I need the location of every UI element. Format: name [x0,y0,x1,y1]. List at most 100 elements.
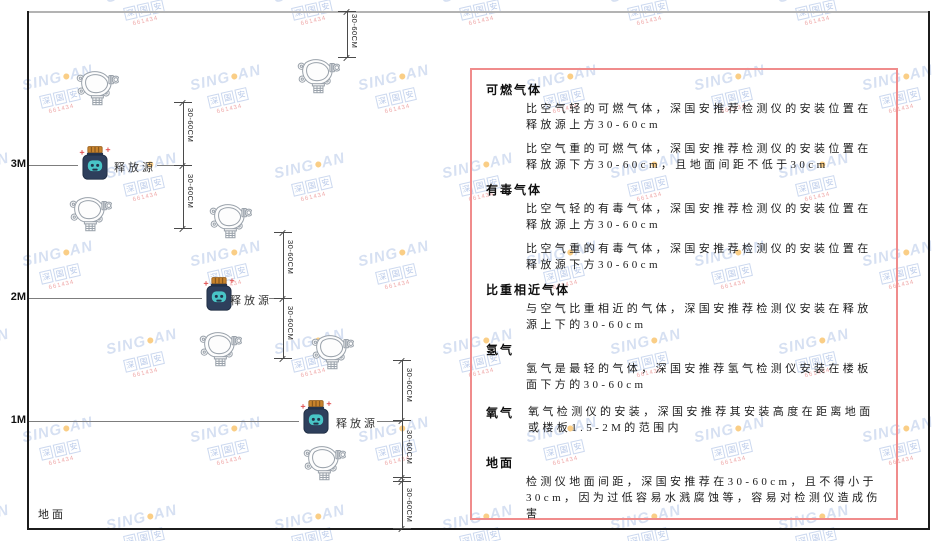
gas-detector-icon [206,200,253,239]
dim-label-30-60cm: 30-60CM [350,14,359,49]
section-combustible-gas: 可燃气体 比空气轻的可燃气体，深国安推荐检测仪的安装位置在释放源上方30-60c… [486,81,882,173]
dim-label-30-60cm: 30-60CM [405,368,414,403]
brand-dot-icon [902,424,910,432]
section-ground: 地面 检测仪地面间距，深国安推荐在30-60cm，且不得小于30cm，因为过低容… [486,454,882,522]
section-heading: 可燃气体 [486,83,543,97]
dim-label-30-60cm: 30-60CM [186,174,195,209]
section-heading: 地面 [486,456,515,470]
gas-detector-icon [66,193,113,232]
height-label-1m: 1M [10,414,26,426]
section-oxygen: 氧气 氧气检测仪的安装，深国安推荐其安装高度在距离地面或楼板1.5-2M的范围内 [486,401,882,444]
dim-tick [338,57,356,58]
brand-dot-icon [230,72,238,80]
section-heading: 比重相近气体 [486,283,571,297]
dim-tick [174,228,192,229]
level-line-3m-connector [157,165,184,166]
section-paragraph: 比空气轻的有毒气体，深国安推荐检测仪的安装位置在释放源上方30-60cm [526,203,872,231]
dim-line-1m [402,360,403,528]
gas-detector-icon [196,328,243,367]
gas-detector-icon [294,55,341,94]
release-source-icon [78,145,112,183]
guideline-panel: 可燃气体 比空气轻的可燃气体，深国安推荐检测仪的安装位置在释放源上方30-60c… [470,68,898,520]
brand-dot-icon [62,248,70,256]
brand-dot-icon [62,72,70,80]
dim-tick [393,481,411,482]
section-heading: 有毒气体 [486,183,543,197]
gas-detector-icon [300,442,347,481]
brand-dot-icon [398,72,406,80]
section-paragraph: 比空气重的可燃气体，深国安推荐检测仪的安装位置在释放源下方30-60cm，且地面… [526,143,872,171]
brand-dot-icon [902,248,910,256]
section-paragraph: 检测仪地面间距，深国安推荐在30-60cm，且不得小于30cm，因为过低容易水溅… [526,476,881,520]
dim-label-30-60cm: 30-60CM [286,306,295,341]
dim-tick [393,528,411,529]
right-wall-line [928,11,930,530]
section-heading: 氢气 [486,343,515,357]
ceiling-line [27,11,930,13]
brand-dot-icon [314,160,322,168]
gas-detector-icon [308,331,355,370]
brand-dot-icon [398,248,406,256]
dim-tick [393,420,411,421]
dim-label-30-60cm: 30-60CM [286,240,295,275]
level-line-1m [29,421,299,422]
section-paragraph: 氢气是最轻的气体，深国安推荐氢气检测仪安装在楼板面下方的30-60cm [526,363,872,391]
gas-detector-icon [73,67,120,106]
dim-tick [274,232,292,233]
section-hydrogen: 氢气 氢气是最轻的气体，深国安推荐氢气检测仪安装在楼板面下方的30-60cm [486,341,882,393]
section-paragraph: 氧气检测仪的安装，深国安推荐其安装高度在距离地面或楼板1.5-2M的范围内 [528,406,874,434]
section-paragraph: 比空气重的有毒气体，深国安推荐检测仪的安装位置在释放源下方30-60cm [526,243,872,271]
ground-line [27,528,930,530]
section-paragraph: 与空气比重相近的气体，深国安推荐检测仪安装在释放源上下的30-60cm [526,303,872,331]
level-line-2m [29,298,202,299]
dim-tick [393,360,411,361]
ground-label: 地面 [38,509,66,521]
brand-dot-icon [230,424,238,432]
dim-tick [338,11,356,12]
brand-dot-icon [230,248,238,256]
dim-line-2m [283,232,284,358]
dim-line-ceiling [347,11,348,57]
dim-tick [174,102,192,103]
release-source-icon [202,276,236,314]
level-line-1m-connector [377,421,403,422]
section-toxic-gas: 有毒气体 比空气轻的有毒气体，深国安推荐检测仪的安装位置在释放源上方30-60c… [486,181,882,273]
release-source-label: 释放源 [230,295,272,307]
dim-label-30-60cm: 30-60CM [186,108,195,143]
brand-dot-icon [902,72,910,80]
section-similar-density-gas: 比重相近气体 与空气比重相近的气体，深国安推荐检测仪安装在释放源上下的30-60… [486,281,882,333]
section-paragraph: 比空气轻的可燃气体，深国安推荐检测仪的安装位置在释放源上方30-60cm [526,103,872,131]
section-heading: 氧气 [486,406,515,420]
brand-dot-icon [146,336,154,344]
height-label-3m: 3M [10,158,26,170]
dim-tick [393,477,411,478]
release-source-label: 释放源 [114,162,156,174]
dim-tick [174,165,192,166]
height-label-2m: 2M [10,291,26,303]
brand-dot-icon [62,424,70,432]
brand-dot-icon [146,512,154,520]
dim-tick [274,358,292,359]
release-source-label: 释放源 [336,418,378,430]
level-line-3m [29,165,78,166]
brand-dot-icon [314,512,322,520]
dim-tick [274,298,292,299]
